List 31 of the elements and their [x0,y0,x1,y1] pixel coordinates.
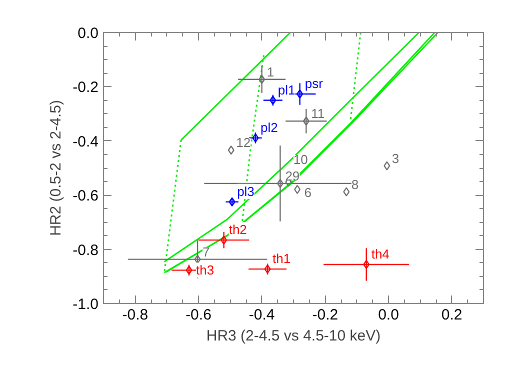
y-tick-label: -0.4 [72,133,99,150]
series-label: pl3 [237,184,254,199]
x-tick-label: 0.2 [441,306,462,324]
series-label: 11 [311,106,325,122]
y-tick-label: 0.0 [78,25,99,42]
series-label: 10 [293,152,308,168]
x-tick-label: 0.0 [378,306,399,324]
x-tick-label: -0.2 [312,306,338,324]
series-label: psr [304,76,324,92]
x-tick-label: -0.6 [186,306,212,324]
y-tick-label: -0.2 [72,79,99,96]
series-label: th4 [371,246,390,262]
series-label: 12 [236,135,251,150]
series-label: pl2 [260,120,278,135]
series-label: 29 [285,168,300,184]
x-tick-label: -0.8 [122,306,148,324]
y-tick-label: -1.0 [72,296,99,313]
series-label: pl1 [278,82,296,98]
series-label: 6 [304,184,312,200]
series-label: 8 [351,176,359,192]
x-axis-title: HR3 (2-4.5 vs 4.5-10 keV) [206,328,381,344]
series-label: th2 [228,222,247,238]
series-label: 3 [392,150,400,166]
y-tick-label: -0.6 [72,188,99,205]
x-tick-label: -0.4 [248,306,275,324]
series-label: th1 [272,251,291,266]
series-label: 1 [266,64,274,80]
y-tick-label: -0.8 [72,242,99,259]
series-label: th3 [196,262,214,278]
y-axis-title: HR2 (0.5-2 vs 2-4.5) [48,100,65,236]
series-label: 7 [202,244,210,260]
